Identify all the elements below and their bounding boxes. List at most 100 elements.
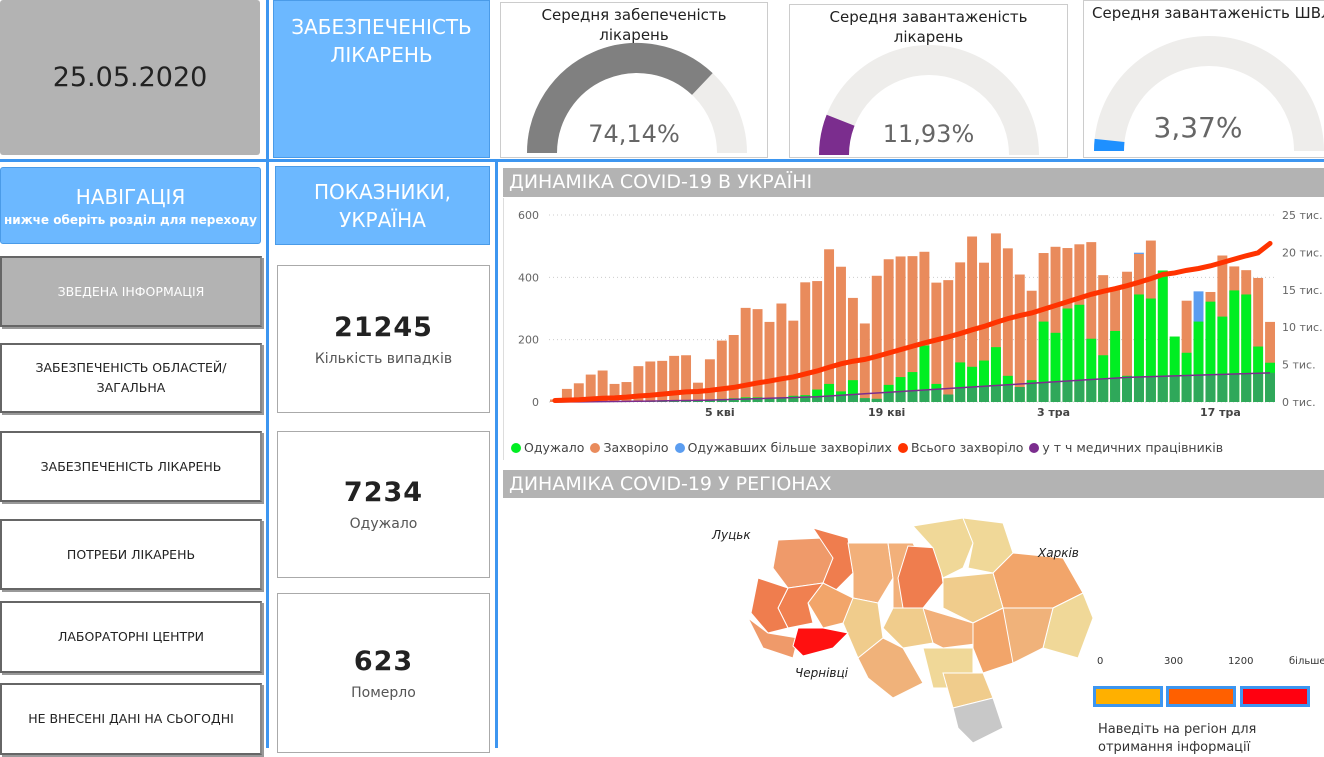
recovered-value: 7234 xyxy=(344,477,423,508)
legend-dot-icon xyxy=(590,443,600,453)
y-left-tick: 400 xyxy=(518,271,539,284)
ukraine-map[interactable] xyxy=(503,498,1103,748)
bar-overlap xyxy=(1098,379,1108,402)
bar-overlap xyxy=(836,395,846,402)
bar-sick xyxy=(824,249,834,402)
x-tick: 17 тра xyxy=(1200,406,1241,419)
bar-sick xyxy=(800,282,810,402)
region-zhytomyr xyxy=(848,543,893,603)
legend-dot-icon xyxy=(675,443,685,453)
y-right-tick: 5 тис. xyxy=(1282,359,1316,372)
bar-extra-recovered xyxy=(1134,253,1144,254)
bar-overlap xyxy=(943,395,953,402)
gauge-ventilator-load: Середня завантаженість ШВЛ 3,37% xyxy=(1083,0,1324,158)
gauge-value: 11,93% xyxy=(790,120,1067,148)
y-right-tick: 25 тис. xyxy=(1282,209,1323,222)
indicators-header: ПОКАЗНИКИ, УКРАЇНА xyxy=(275,166,490,245)
bar-sick xyxy=(943,280,953,402)
bar-overlap xyxy=(1134,377,1144,402)
legend-item[interactable]: Одужавших більше захворілих xyxy=(675,440,892,455)
legend-swatch-mid xyxy=(1166,686,1236,707)
y-right-tick: 0 тис. xyxy=(1282,396,1316,409)
nav-missing-data[interactable]: НЕ ВНЕСЕНІ ДАНІ НА СЬОГОДНІ xyxy=(0,683,262,755)
bar-overlap xyxy=(1158,376,1168,402)
legend-tick: 0 xyxy=(1097,656,1103,667)
bar-overlap xyxy=(896,392,906,402)
bar-sick xyxy=(860,323,870,402)
gauge-title: Середня завантаженість лікарень xyxy=(790,7,1067,47)
legend-item[interactable]: у т ч медичних працівників xyxy=(1029,440,1223,455)
bar-overlap xyxy=(1015,387,1025,402)
bar-overlap xyxy=(1086,380,1096,402)
bar-sick xyxy=(717,341,727,402)
bar-overlap xyxy=(1265,373,1275,402)
x-tick: 5 кві xyxy=(705,406,735,419)
bar-overlap xyxy=(1051,382,1061,402)
bar-overlap xyxy=(1039,383,1049,402)
bar-extra-recovered xyxy=(1194,291,1204,321)
bar-overlap xyxy=(979,386,989,402)
regions-map-panel: Луцьк Харків Чернівці 0 300 1200 більше … xyxy=(503,498,1324,748)
nav-hospital-needs[interactable]: ПОТРЕБИ ЛІКАРЕНЬ xyxy=(0,519,262,590)
bar-sick xyxy=(1015,275,1025,402)
recovered-card: 7234 Одужало xyxy=(277,431,490,578)
date-display: 25.05.2020 xyxy=(0,0,260,155)
bar-sick xyxy=(776,304,786,402)
page-title: ЗАБЕЗПЕЧЕНІСТЬ ЛІКАРЕНЬ xyxy=(273,0,490,158)
bar-sick xyxy=(705,359,715,402)
deaths-card: 623 Померло xyxy=(277,593,490,753)
gauge-hospital-supply: Середня забепеченість лікарень 74,14% xyxy=(500,2,768,158)
legend-tick: 1200 xyxy=(1228,656,1253,667)
y-left-tick: 0 xyxy=(532,396,539,409)
bar-overlap xyxy=(1146,377,1156,402)
bar-overlap xyxy=(1062,381,1072,402)
bar-sick xyxy=(836,267,846,402)
bar-overlap xyxy=(908,391,918,402)
map-label-kharkiv: Харків xyxy=(1038,546,1079,560)
legend-item[interactable]: Захворіло xyxy=(590,440,668,455)
nav-regions-supply[interactable]: ЗАБЕЗПЕЧЕНІСТЬ ОБЛАСТЕЙ/ ЗАГАЛЬНА xyxy=(0,343,262,413)
gauge-value: 3,37% xyxy=(1083,111,1324,144)
legend-swatch-low xyxy=(1093,686,1163,707)
bar-overlap xyxy=(1110,378,1120,402)
map-label-chernivtsi: Чернівці xyxy=(795,666,848,680)
bar-overlap xyxy=(1027,383,1037,402)
bar-overlap xyxy=(1182,375,1192,402)
bar-overlap xyxy=(1205,375,1215,402)
legend-tick: 300 xyxy=(1164,656,1183,667)
cases-label: Кількість випадків xyxy=(315,351,452,367)
legend-label: у т ч медичних працівників xyxy=(1042,440,1223,455)
bar-overlap xyxy=(1074,380,1084,402)
bar-sick xyxy=(729,335,739,402)
divider xyxy=(266,0,269,748)
nav-summary[interactable]: ЗВЕДЕНА ІНФОРМАЦІЯ xyxy=(0,256,262,327)
gauge-hospital-load: Середня завантаженість лікарень 11,93% xyxy=(789,4,1068,158)
bar-overlap xyxy=(1217,374,1227,402)
gauge-title: Середня забепеченість лікарень xyxy=(501,5,767,45)
x-tick: 19 кві xyxy=(868,406,905,419)
legend-label: Одужало xyxy=(524,440,584,455)
bar-overlap xyxy=(848,395,858,402)
legend-dot-icon xyxy=(511,443,521,453)
bar-overlap xyxy=(1241,374,1251,402)
bar-overlap xyxy=(1170,376,1180,402)
y-right-tick: 10 тис. xyxy=(1282,321,1323,334)
gauge-title: Середня завантаженість ШВЛ xyxy=(1084,3,1324,23)
bar-sick xyxy=(681,355,691,402)
y-right-tick: 20 тис. xyxy=(1282,246,1323,259)
bar-overlap xyxy=(1253,373,1263,402)
y-left-tick: 200 xyxy=(518,334,539,347)
legend-tick: більше xyxy=(1289,656,1324,667)
nav-hospital-supply[interactable]: ЗАБЕЗПЕЧЕНІСТЬ ЛІКАРЕНЬ xyxy=(0,431,262,502)
legend-dot-icon xyxy=(1029,443,1039,453)
y-right-tick: 15 тис. xyxy=(1282,284,1323,297)
chart-legend: Одужало Захворіло Одужавших більше захворі… xyxy=(511,440,1223,455)
legend-item[interactable]: Всього захворіло xyxy=(898,440,1023,455)
bar-overlap xyxy=(1194,375,1204,402)
dynamics-title: ДИНАМІКА COVID-19 В УКРАЇНІ xyxy=(503,168,1324,197)
bar-overlap xyxy=(884,392,894,402)
legend-item[interactable]: Одужало xyxy=(511,440,584,455)
nav-laboratories[interactable]: ЛАБОРАТОРНІ ЦЕНТРИ xyxy=(0,601,262,673)
bar-overlap xyxy=(1003,385,1013,402)
